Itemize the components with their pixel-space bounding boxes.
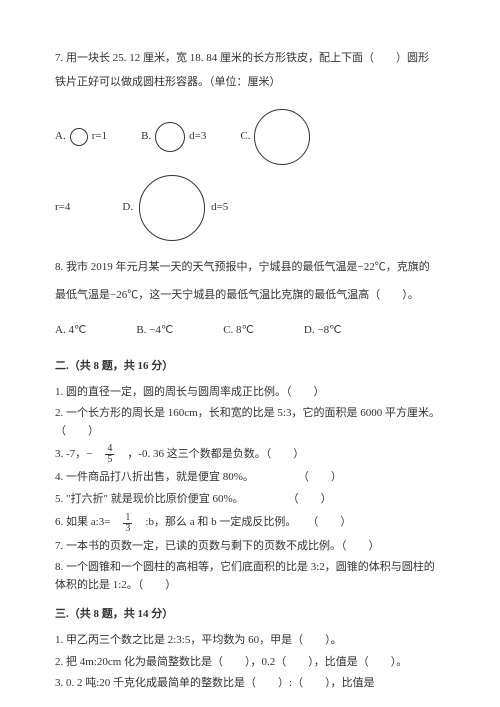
s3-item1: 1. 甲乙丙三个数之比是 2:3:5，平均数为 60，甲是（ ）。	[55, 632, 445, 650]
s2-item8: 8. 一个圆锥和一个圆柱的高相等，它们底面积的比是 3:2，圆锥的体积与圆柱的体…	[55, 559, 445, 594]
circle-c	[254, 109, 310, 165]
s2-item2: 2. 一个长方形的周长是 160cm，长和宽的比是 5:3，它的面积是 6000…	[55, 405, 445, 440]
s2-item5: 5. "打六折" 就是现价比原价便宜 60%。 （ ）	[55, 491, 445, 509]
opt-c-letter: C.	[240, 128, 250, 146]
q7-option-b: B. d=3	[141, 122, 206, 152]
s2-item7: 7. 一本书的页数一定，已读的页数与剩下的页数不成比例。（ ）	[55, 538, 445, 556]
q8-a: A. 4℃	[55, 322, 86, 340]
frac13-num: 1	[123, 513, 132, 524]
circle-a	[70, 128, 88, 146]
opt-d-letter: D.	[122, 199, 133, 217]
s2-item6: 6. 如果 a:3= 1 3 :b，那么 a 和 b 一定成反比例。 （ ）	[55, 513, 351, 534]
circle-d	[139, 175, 205, 241]
s2-item3-pre: 3. -7，−	[55, 446, 103, 464]
opt-a-letter: A.	[55, 128, 66, 146]
s2-item1: 1. 圆的直径一定，圆的周长与圆周率成正比例。（ ）	[55, 384, 445, 402]
q7-option-c: C.	[240, 109, 310, 165]
frac13-den: 3	[123, 524, 132, 534]
opt-a-label: r=1	[92, 128, 107, 146]
q8-line1: 8. 我市 2019 年元月某一天的天气预报中，宁城县的最低气温是−22℃，克旗…	[55, 259, 445, 277]
s3-item3: 3. 0. 2 吨:20 千克化成最简单的整数比是（ ）:（ ），比值是	[55, 675, 445, 693]
q8-b: B. −4℃	[136, 322, 173, 340]
q7-options-row1: A. r=1 B. d=3 C.	[55, 109, 445, 165]
opt-b-label: d=3	[189, 128, 206, 146]
q8-c: C. 8℃	[223, 322, 254, 340]
q7-option-a: A. r=1	[55, 128, 107, 146]
q8-d: D. −8℃	[304, 322, 342, 340]
q7-option-d-row: r=4 D. d=5	[55, 175, 445, 241]
s2-item6-post: :b，那么 a 和 b 一定成反比例。 （ ）	[134, 514, 351, 532]
q7-line1: 7. 用一块长 25. 12 厘米，宽 18. 84 厘米的长方形铁皮，配上下面…	[55, 50, 445, 68]
opt-b-letter: B.	[141, 128, 151, 146]
q8-options: A. 4℃ B. −4℃ C. 8℃ D. −8℃	[55, 322, 445, 340]
fraction-4-5: 4 5	[105, 444, 114, 465]
opt-d-label: d=5	[211, 199, 228, 217]
q8-line2: 最低气温是−26℃，这一天宁城县的最低气温比克旗的最低气温高（ ）。	[55, 287, 445, 305]
opt-d-prefix: r=4	[55, 199, 70, 217]
s2-item3: 3. -7，− 4 5 ，-0. 36 这三个数都是负数。（ ）	[55, 444, 304, 465]
s2-item6-pre: 6. 如果 a:3=	[55, 514, 121, 532]
s2-item3-post: ，-0. 36 这三个数都是负数。（ ）	[116, 446, 304, 464]
frac45-den: 5	[105, 455, 114, 465]
q7-line2: 铁片正好可以做成圆柱形容器。（单位：厘米）	[55, 74, 445, 92]
s3-item2: 2. 把 4m:20cm 化为最简整数比是（ ），0.2（ ），比值是（ ）。	[55, 654, 445, 672]
circle-b	[155, 122, 185, 152]
section2-title: 二.（共 8 题，共 16 分）	[55, 358, 445, 376]
section3-title: 三.（共 8 题，共 14 分）	[55, 606, 445, 624]
fraction-1-3: 1 3	[123, 513, 132, 534]
s2-item4: 4. 一件商品打八折出售，就是便宜 80%。 （ ）	[55, 469, 445, 487]
